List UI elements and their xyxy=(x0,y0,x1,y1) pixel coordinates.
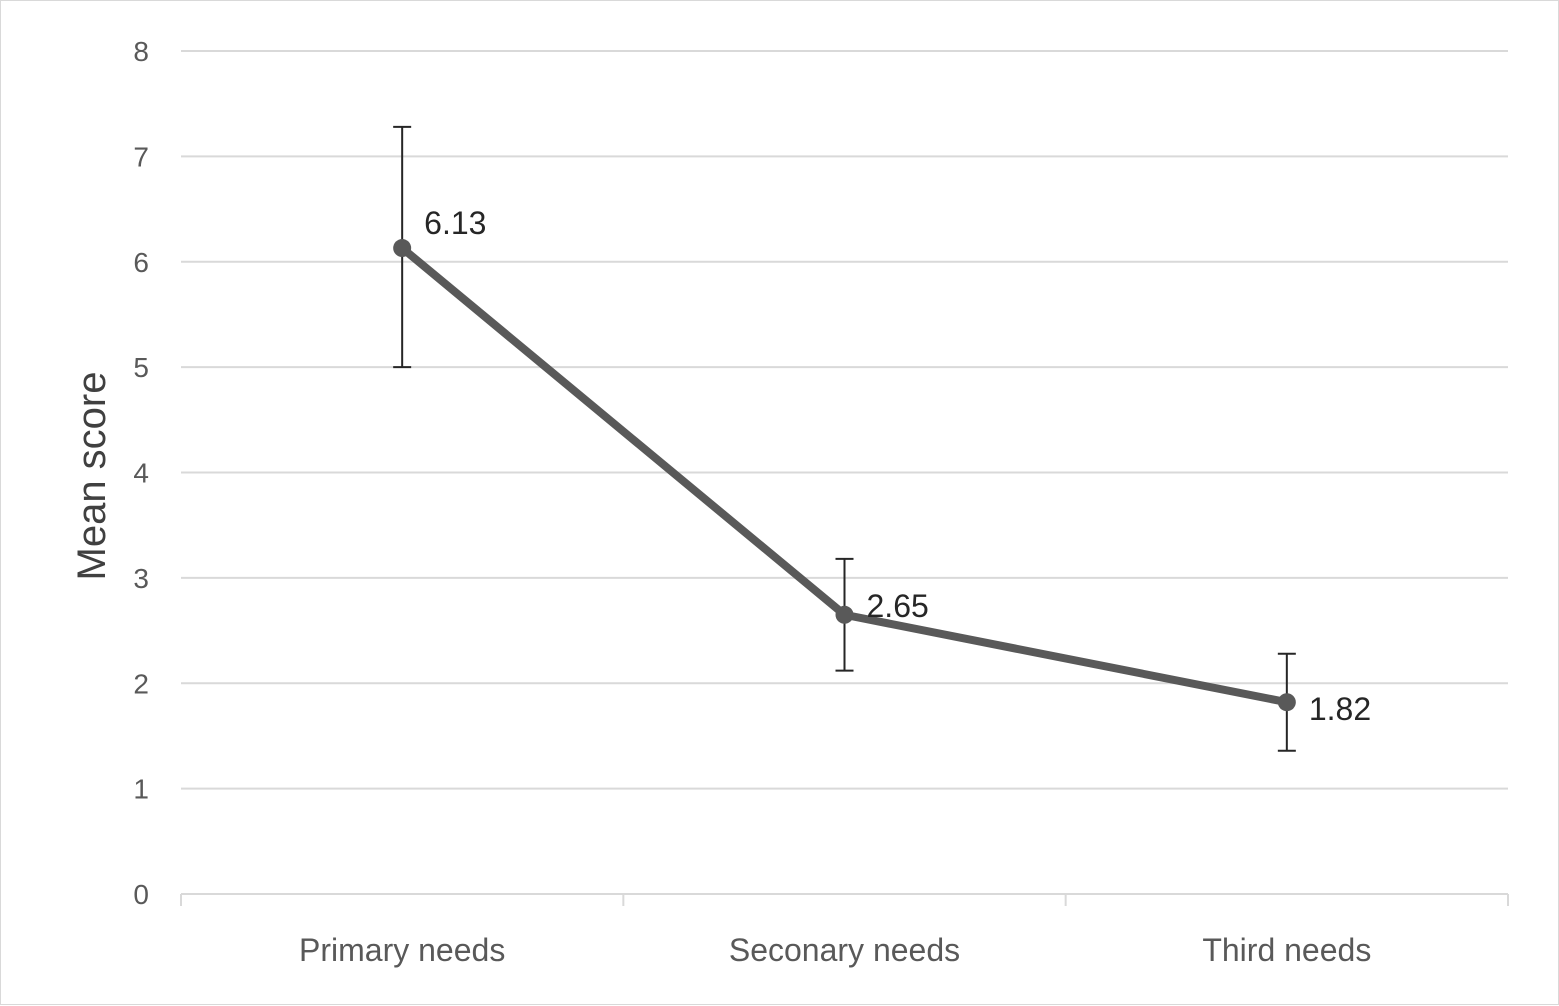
gridlines xyxy=(181,50,1508,790)
data-point-marker xyxy=(393,239,412,258)
y-tick-label: 0 xyxy=(133,879,149,910)
data-point-marker xyxy=(1277,693,1296,712)
series xyxy=(393,239,1296,712)
y-tick-label: 1 xyxy=(133,774,149,805)
error-bars xyxy=(393,125,1296,752)
y-tick-label: 7 xyxy=(133,141,149,172)
y-tick-label: 5 xyxy=(133,352,149,383)
x-category-label: Seconary needs xyxy=(729,932,960,968)
y-tick-label: 3 xyxy=(133,563,149,594)
y-tick-label: 6 xyxy=(133,247,149,278)
y-tick-label: 4 xyxy=(133,458,149,489)
data-labels: 6.13 2.65 1.82 xyxy=(424,205,1371,727)
data-label: 2.65 xyxy=(867,588,929,624)
x-category-label: Third needs xyxy=(1202,932,1371,968)
y-axis-ticks: 0 1 2 3 4 5 6 7 8 xyxy=(133,36,149,910)
y-tick-label: 2 xyxy=(133,668,149,699)
y-tick-label: 8 xyxy=(133,36,149,67)
x-category-label: Primary needs xyxy=(299,932,505,968)
y-axis-title: Mean score xyxy=(70,372,114,581)
x-axis: Primary needs Seconary needs Third needs xyxy=(180,893,1509,968)
data-label: 6.13 xyxy=(424,205,486,241)
data-label: 1.82 xyxy=(1309,691,1371,727)
data-point-marker xyxy=(835,605,854,624)
